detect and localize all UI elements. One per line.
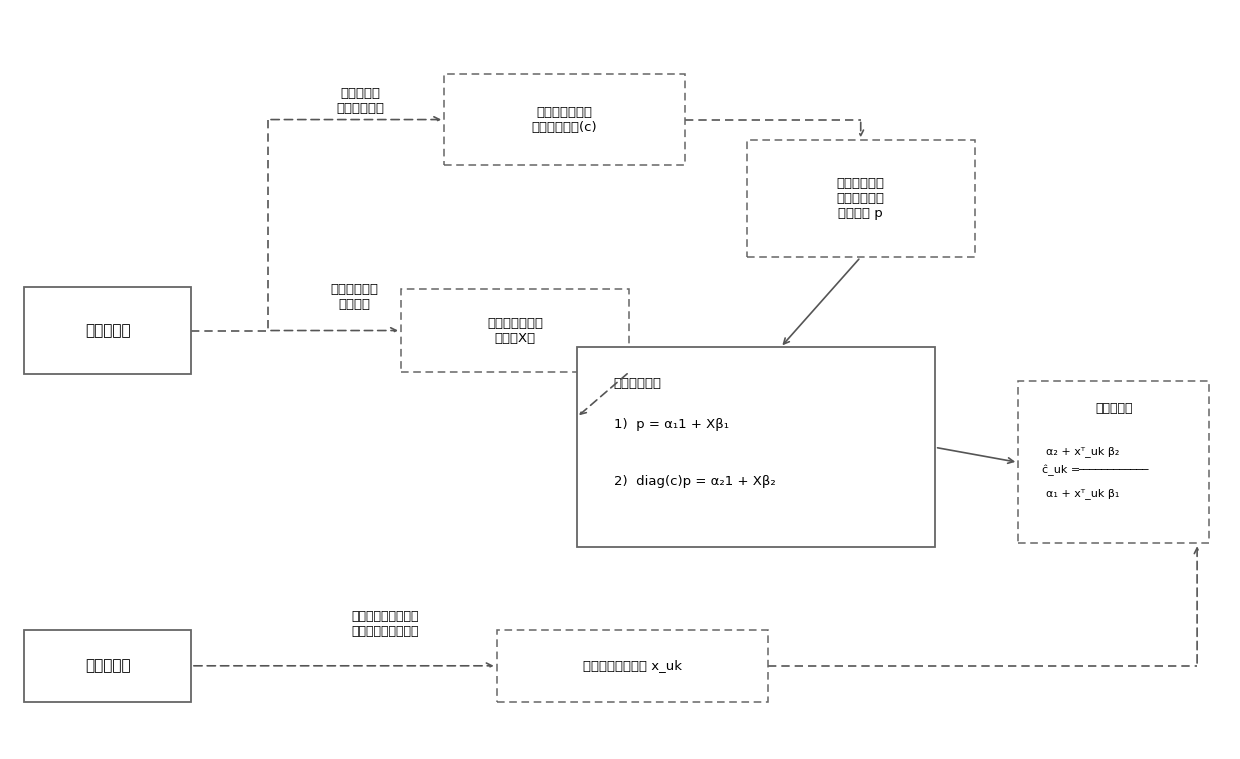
Text: 某种化学或
仪器检测方法: 某种化学或 仪器检测方法 bbox=[337, 87, 384, 115]
Text: 预测结果：: 预测结果： bbox=[1095, 402, 1132, 414]
Text: 双校正模型：: 双校正模型： bbox=[614, 376, 662, 390]
Text: 未知样本光谱数据 x_uk: 未知样本光谱数据 x_uk bbox=[583, 660, 682, 672]
Text: 某光谱仪器和
实验条件: 某光谱仪器和 实验条件 bbox=[331, 282, 378, 310]
Text: 校正样本集光谱
数据（X）: 校正样本集光谱 数据（X） bbox=[487, 317, 543, 345]
Text: 与校正样本集的光谱
仪器和实验条件相同: 与校正样本集的光谱 仪器和实验条件相同 bbox=[352, 610, 419, 638]
Text: ĉ_uk =: ĉ_uk = bbox=[1042, 465, 1080, 476]
Bar bbox=[444, 74, 684, 165]
Bar bbox=[1018, 381, 1209, 543]
Bar bbox=[496, 630, 768, 701]
Text: 未知样本集: 未知样本集 bbox=[84, 658, 130, 673]
Text: 校正样本中目标
组分浓度矢量(c): 校正样本中目标 组分浓度矢量(c) bbox=[532, 106, 598, 134]
Text: 校正样本集: 校正样本集 bbox=[84, 323, 130, 338]
Bar bbox=[25, 630, 191, 701]
Text: ────────────: ──────────── bbox=[1079, 465, 1149, 475]
Bar bbox=[25, 287, 191, 374]
Text: 校正样本光谱
中光散射累了
效应矢量 p: 校正样本光谱 中光散射累了 效应矢量 p bbox=[837, 177, 884, 220]
Bar bbox=[577, 348, 935, 547]
Text: α₁ + xᵀ_uk β₁: α₁ + xᵀ_uk β₁ bbox=[1047, 489, 1120, 499]
Bar bbox=[746, 140, 975, 257]
Text: 1)  p = α₁1 + Xβ₁: 1) p = α₁1 + Xβ₁ bbox=[614, 418, 729, 431]
Bar bbox=[401, 289, 629, 372]
Text: α₂ + xᵀ_uk β₂: α₂ + xᵀ_uk β₂ bbox=[1047, 446, 1120, 456]
Text: 2)  diag(c)p = α₂1 + Xβ₂: 2) diag(c)p = α₂1 + Xβ₂ bbox=[614, 474, 775, 488]
